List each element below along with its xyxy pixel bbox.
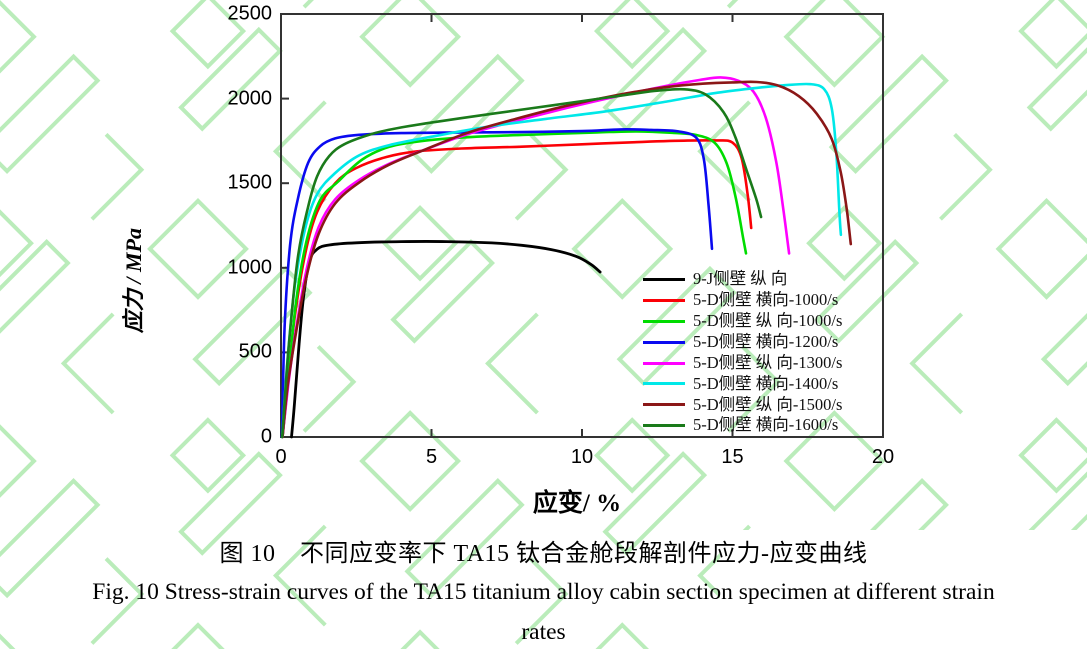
legend-item-0: 9-J侧壁 纵 向 (643, 269, 842, 290)
legend-label: 5-D侧壁 横向-1400/s (693, 373, 839, 393)
legend-item-3: 5-D侧壁 横向-1200/s (643, 332, 842, 353)
y-tick-label: 1000 (227, 256, 273, 279)
y-axis-label-text: 应力 / MPa (121, 228, 146, 334)
legend-line-swatch (643, 319, 685, 323)
legend-line-swatch (643, 424, 685, 428)
y-tick-label: 2500 (227, 2, 273, 25)
y-tick-label: 2000 (227, 87, 273, 110)
legend-line-swatch (643, 277, 685, 281)
legend-label: 5-D侧壁 横向-1000/s (693, 290, 839, 310)
legend-line-swatch (643, 361, 685, 365)
legend-item-2: 5-D侧壁 纵 向-1000/s (643, 311, 842, 332)
caption-chinese: 图 10 不同应变率下 TA15 钛合金舱段解剖件应力-应变曲线 (219, 541, 868, 567)
legend-line-swatch (643, 298, 685, 302)
legend-line-swatch (643, 382, 685, 386)
legend-label: 9-J侧壁 纵 向 (693, 269, 788, 289)
legend-item-4: 5-D侧壁 纵 向-1300/s (643, 353, 842, 374)
legend-label: 5-D侧壁 横向-1200/s (693, 331, 839, 351)
legend-item-6: 5-D侧壁 纵 向-1500/s (643, 394, 842, 415)
legend-item-7: 5-D侧壁 横向-1600/s (643, 415, 842, 436)
x-tick-label: 15 (721, 446, 744, 468)
legend-line-swatch (643, 403, 685, 407)
legend-label: 5-D侧壁 纵 向-1000/s (693, 310, 843, 330)
legend-label: 5-D侧壁 横向-1600/s (693, 415, 839, 435)
legend-item-5: 5-D侧壁 横向-1400/s (643, 373, 842, 394)
series-curve-0 (290, 240, 602, 439)
y-tick-label: 500 (238, 340, 272, 363)
x-tick-label: 20 (871, 446, 895, 468)
caption-english-line2: rates (521, 619, 566, 645)
chart-legend: 9-J侧壁 纵 向 5-D侧壁 横向-1000/s 5-D侧壁 纵 向-1000/s… (643, 269, 842, 436)
legend-item-1: 5-D侧壁 横向-1000/s (643, 290, 842, 311)
caption-english-line1: Fig. 10 Stress-strain curves of the TA15… (92, 579, 995, 605)
x-axis-label: 应变/ % (532, 490, 622, 517)
legend-line-swatch (643, 340, 685, 344)
y-tick-label: 1500 (227, 171, 273, 194)
x-tick-label: 5 (425, 446, 438, 468)
x-tick-label: 0 (275, 446, 287, 468)
x-tick-label: 10 (570, 446, 594, 468)
legend-label: 5-D侧壁 纵 向-1500/s (693, 394, 843, 414)
legend-label: 5-D侧壁 纵 向-1300/s (693, 352, 843, 372)
